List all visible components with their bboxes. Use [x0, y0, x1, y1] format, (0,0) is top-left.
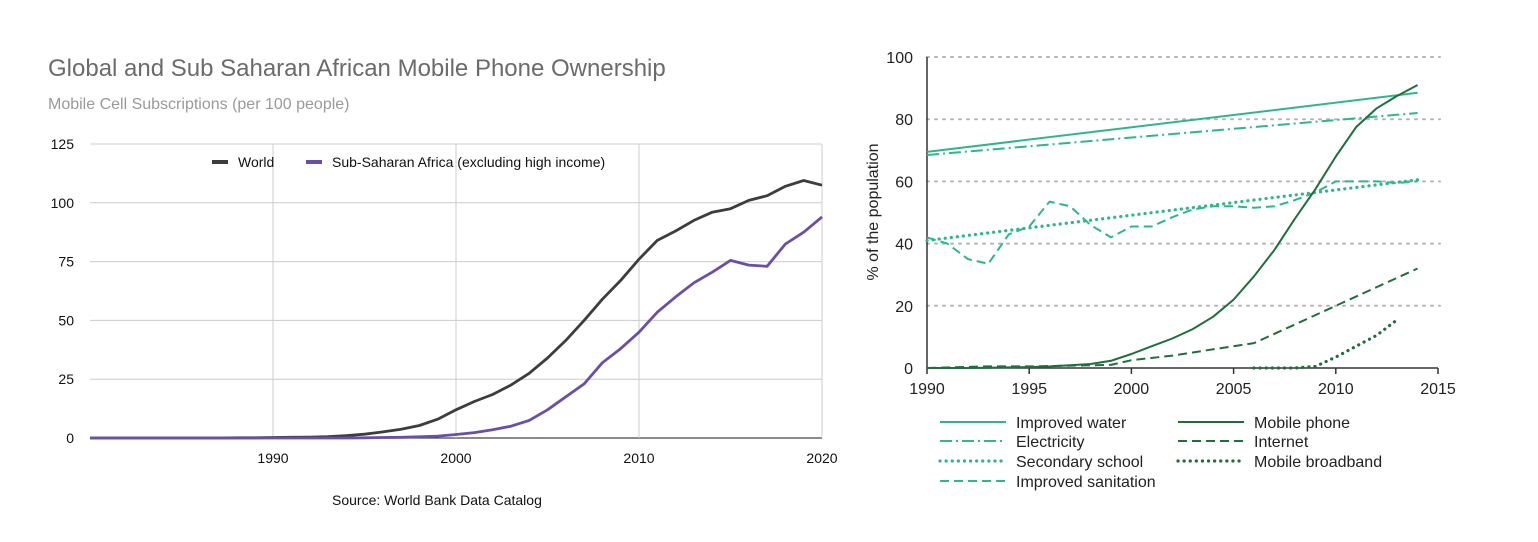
- y-axis-label: % of the population: [865, 144, 882, 281]
- left-chart-title: Global and Sub Saharan African Mobile Ph…: [48, 55, 666, 82]
- legend-label-internet: Internet: [1254, 434, 1309, 451]
- y-tick-label-0: 0: [66, 430, 74, 446]
- y-tick-label-0: 0: [904, 361, 913, 378]
- y-tick-label-100: 100: [886, 50, 913, 67]
- y-tick-label-80: 80: [895, 112, 913, 129]
- legend-label-mobile-phone: Mobile phone: [1254, 415, 1350, 432]
- x-tick-label-1990: 1990: [257, 450, 288, 466]
- legend-label-world: World: [238, 154, 274, 170]
- legend-label-electricity: Electricity: [1016, 434, 1084, 451]
- series-line-electricity: [926, 112, 1418, 156]
- series-line-sub-saharan-africa-excluding-high-income: [90, 215, 823, 440]
- left-chart-source: Source: World Bank Data Catalog: [332, 492, 542, 508]
- series-line-improved-sanitation: [926, 180, 1418, 265]
- series-line-mobile-broadband: [1252, 318, 1399, 370]
- series-line-improved-water: [926, 91, 1418, 153]
- x-tick-label-1990: 1990: [909, 381, 945, 398]
- series-line-mobile-phone: [927, 84, 1419, 369]
- legend-label-improved-sanitation: Improved sanitation: [1016, 474, 1156, 491]
- y-tick-label-40: 40: [895, 237, 913, 254]
- x-tick-label-2005: 2005: [1216, 381, 1252, 398]
- y-tick-label-75: 75: [58, 254, 74, 270]
- y-tick-label-100: 100: [51, 195, 75, 211]
- legend-label-mobile-broadband: Mobile broadband: [1254, 454, 1382, 471]
- series-line-internet: [926, 267, 1419, 369]
- left-chart: 0 25 50 75 100 125 1990 2000 2010 2020 World Sub-Sa…: [51, 136, 838, 466]
- y-tick-label-25: 25: [58, 371, 74, 387]
- x-tick-label-1995: 1995: [1011, 381, 1047, 398]
- legend-label-sub-saharan-africa-excluding-high-income: Sub-Saharan Africa (excluding high incom…: [332, 154, 605, 170]
- y-tick-label-20: 20: [895, 299, 913, 316]
- legend-label-improved-water: Improved water: [1016, 415, 1127, 432]
- x-tick-label-2000: 2000: [1114, 381, 1150, 398]
- x-tick-label-2010: 2010: [623, 450, 654, 466]
- legend-label-secondary-school: Secondary school: [1016, 454, 1143, 471]
- x-tick-label-2010: 2010: [1318, 381, 1354, 398]
- y-tick-label-50: 50: [58, 312, 74, 328]
- left-chart-subtitle: Mobile Cell Subscriptions (per 100 peopl…: [48, 96, 350, 113]
- y-tick-label-60: 60: [895, 174, 913, 191]
- x-tick-label-2000: 2000: [440, 450, 471, 466]
- series-line-secondary-school: [925, 178, 1420, 243]
- x-tick-label-2015: 2015: [1420, 381, 1456, 398]
- x-tick-label-2020: 2020: [806, 450, 837, 466]
- y-tick-label-125: 125: [51, 136, 75, 152]
